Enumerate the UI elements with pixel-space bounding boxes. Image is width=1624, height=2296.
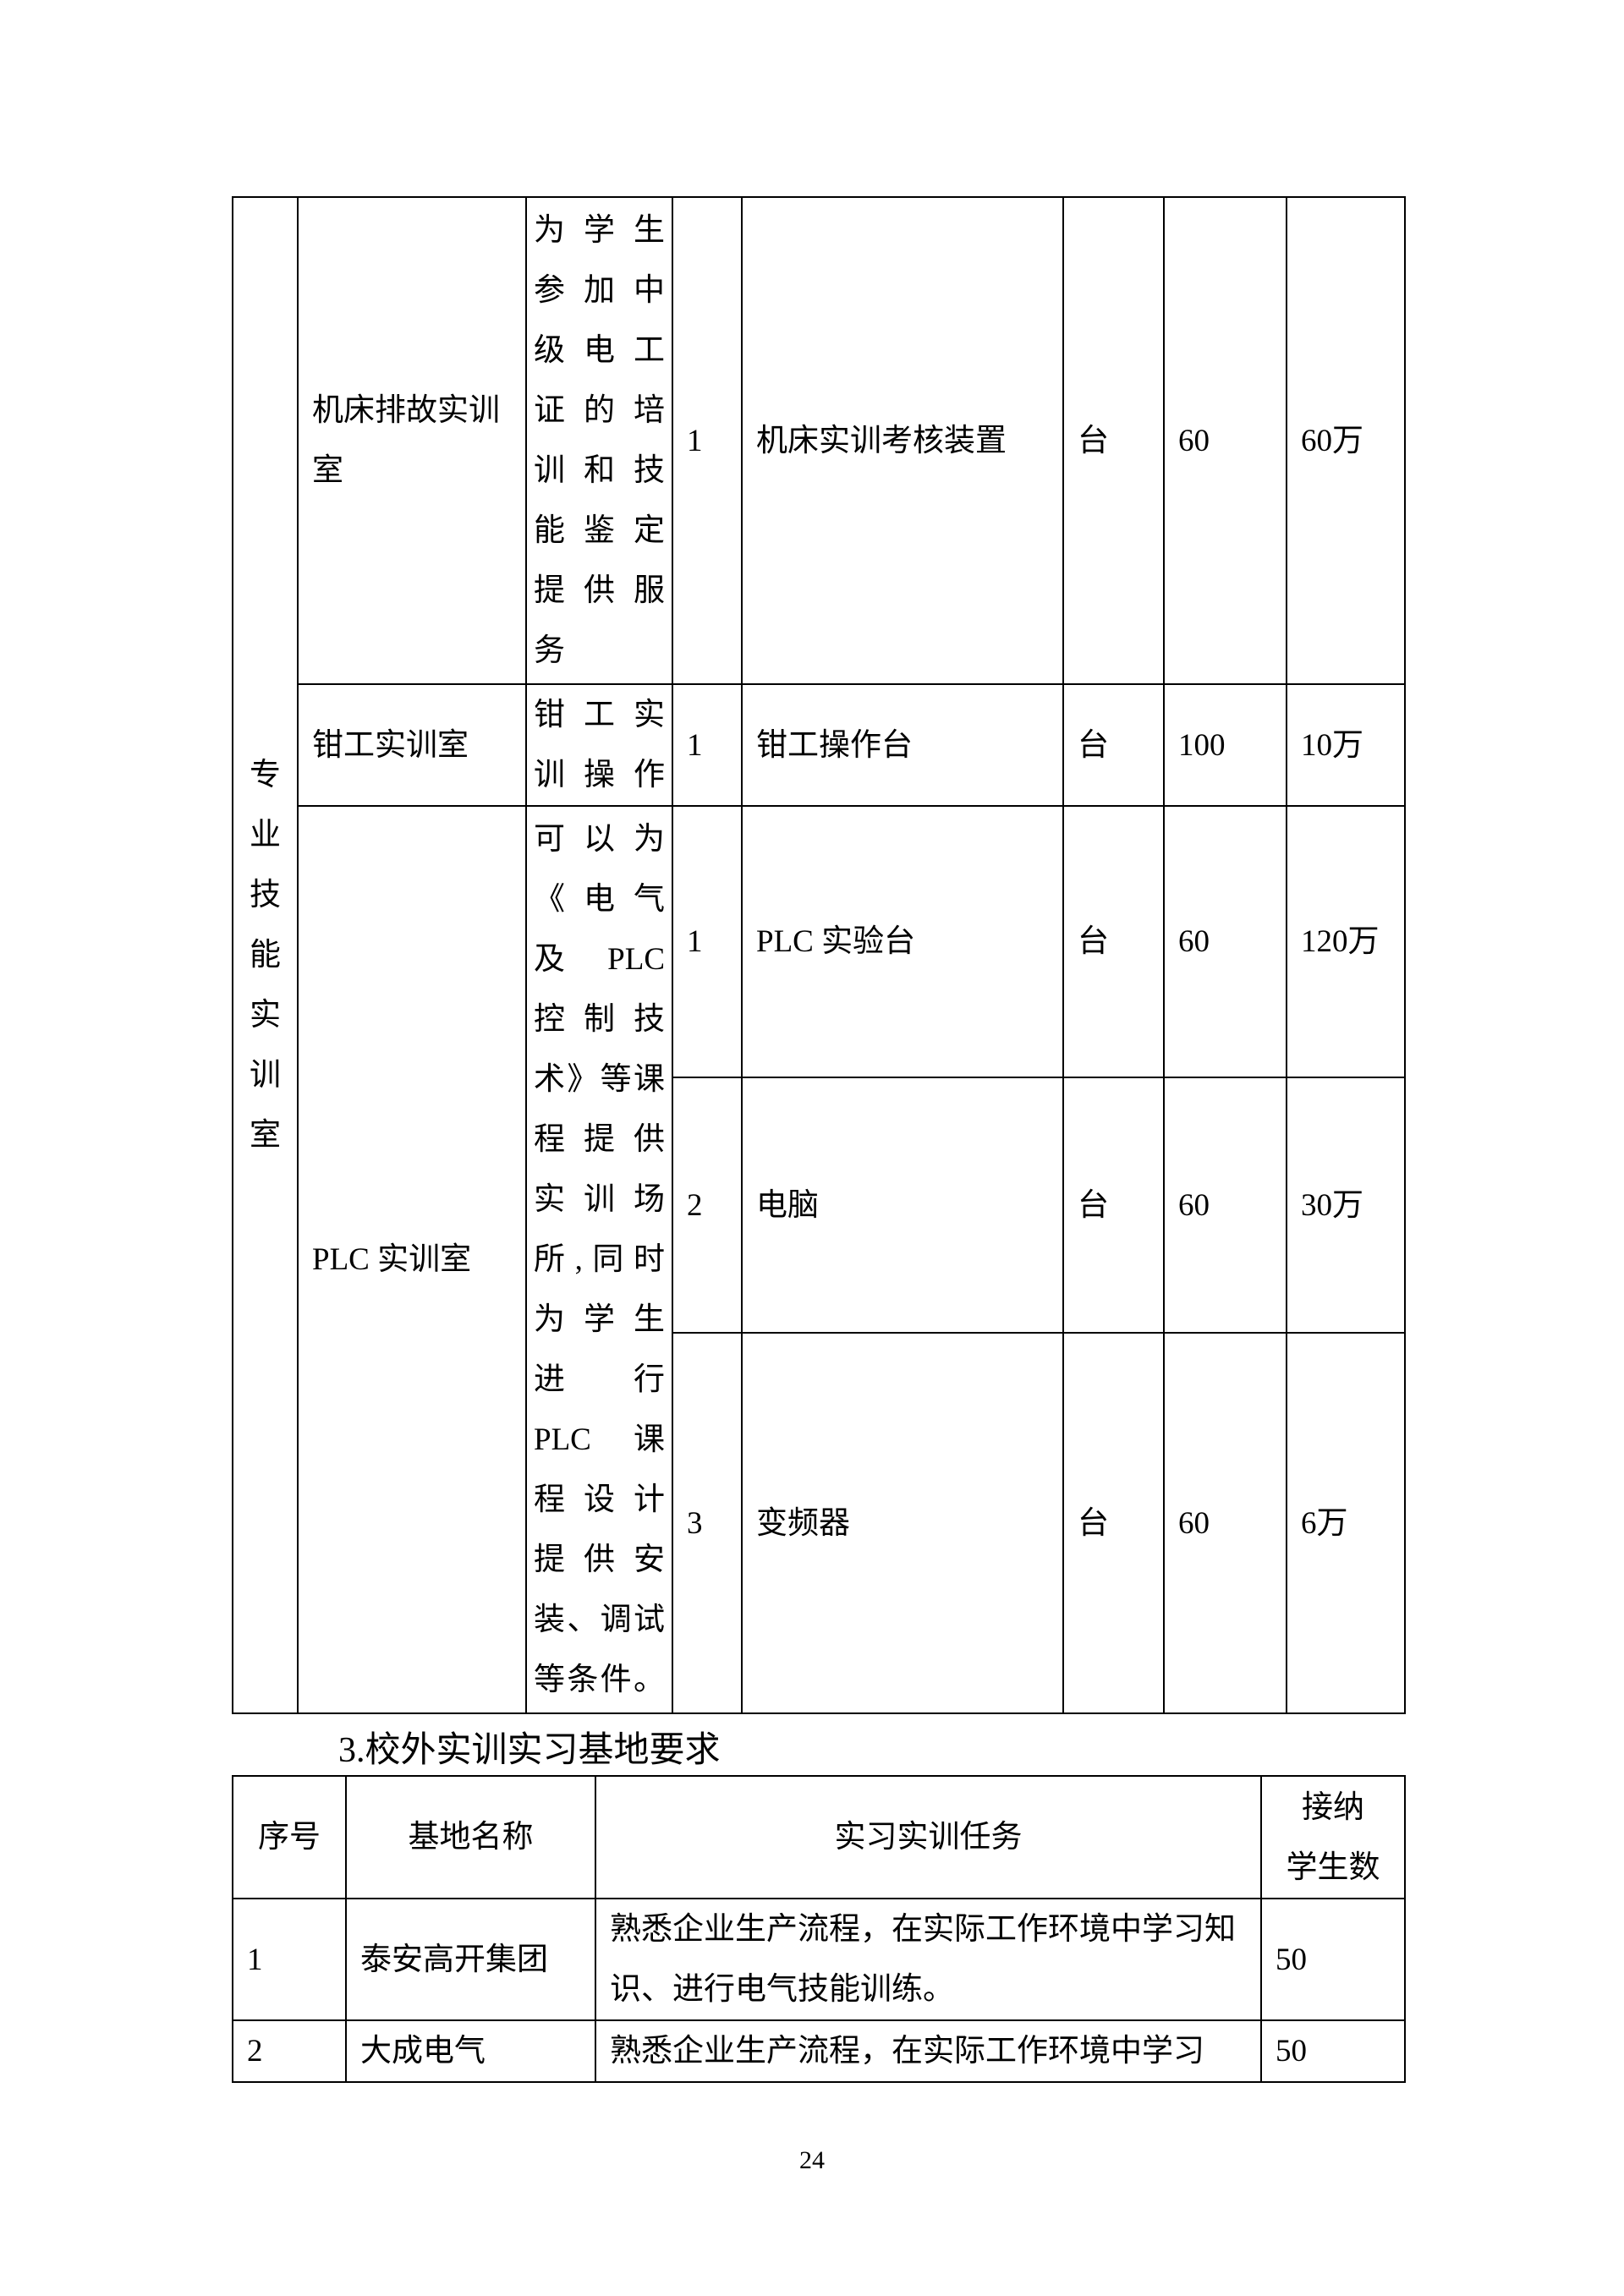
- item-number: 1: [672, 683, 743, 807]
- unit: 台: [1062, 1332, 1165, 1714]
- header-number: 序号: [232, 1775, 347, 1899]
- room-description: 钳工实 训操作: [525, 683, 673, 807]
- equipment-name: 钳工操作台: [741, 683, 1064, 807]
- table-row: 专业技能实训室 机床排故实训室 为学生 参加中 级电工 证的培 训和技 能鉴定 提供服务 1…: [232, 196, 1406, 1714]
- quantity: 100: [1163, 683, 1287, 807]
- equipment-name: 机床实训考核装置: [741, 196, 1064, 685]
- header-students: 接纳学生数: [1260, 1775, 1406, 1899]
- section-heading: 3.校外实训实习基地要求: [338, 1731, 721, 1770]
- table-row: 3 变频器 台 60 6万: [233, 1332, 1406, 1714]
- equipment-name: 电脑: [741, 1077, 1064, 1334]
- header-base-name: 基地名称: [345, 1775, 596, 1899]
- equipment-name: PLC 实验台: [741, 805, 1064, 1078]
- table-row: 1 泰安高开集团 熟悉企业生产流程，在实际工作环境中学习知识、进行电气技能训练。…: [232, 1898, 1406, 2021]
- cost: 10万: [1286, 683, 1406, 807]
- item-number: 2: [672, 1077, 743, 1334]
- quantity: 60: [1163, 1077, 1287, 1334]
- base-name: 大成电气: [345, 2019, 596, 2083]
- cost: 60万: [1286, 196, 1406, 685]
- table-row: 2 电脑 台 60 30万: [233, 1077, 1406, 1334]
- unit: 台: [1062, 196, 1165, 685]
- task: 熟悉企业生产流程，在实际工作环境中学习知识、进行电气技能训练。: [595, 1898, 1262, 2021]
- header-students-label: 接纳学生数: [1286, 1789, 1380, 1885]
- base-name: 泰安高开集团: [345, 1898, 596, 2021]
- unit: 台: [1062, 805, 1165, 1078]
- cost: 30万: [1286, 1077, 1406, 1334]
- equipment-name: 变频器: [741, 1332, 1064, 1714]
- quantity: 60: [1163, 805, 1287, 1078]
- training-room-equipment-table: 专业技能实训室 机床排故实训室 为学生 参加中 级电工 证的培 训和技 能鉴定 提供服务 1…: [232, 196, 1406, 1714]
- cost: 120万: [1286, 805, 1406, 1078]
- header-task: 实习实训任务: [595, 1775, 1262, 1899]
- page-number: 24: [799, 2146, 825, 2174]
- task: 熟悉企业生产流程，在实际工作环境中学习: [595, 2019, 1262, 2083]
- item-number: 3: [672, 1332, 743, 1714]
- unit: 台: [1062, 1077, 1165, 1334]
- row-number: 1: [232, 1898, 347, 2021]
- item-number: 1: [672, 196, 743, 685]
- item-number: 1: [672, 805, 743, 1078]
- table-row: 钳工实训室 钳工实 训操作 1 钳工操作台 台 100 10万: [233, 683, 1406, 807]
- quantity: 60: [1163, 1332, 1287, 1714]
- student-count: 50: [1260, 2019, 1406, 2083]
- quantity: 60: [1163, 196, 1287, 685]
- table-row: 2 大成电气 熟悉企业生产流程，在实际工作环境中学习 50: [232, 2019, 1406, 2083]
- student-count: 50: [1260, 1898, 1406, 2021]
- unit: 台: [1062, 683, 1165, 807]
- cost: 6万: [1286, 1332, 1406, 1714]
- room-description: 为学生 参加中 级电工 证的培 训和技 能鉴定 提供服务: [525, 196, 673, 685]
- table-row: PLC 实训室 可以为 《电气及 PLC 控制技 术》等课 程提供 实训场 所,同时 为学生进…: [233, 805, 1406, 1714]
- table-header-row: 序号 基地名称 实习实训任务 接纳学生数: [232, 1775, 1406, 1899]
- row-number: 2: [232, 2019, 347, 2083]
- room-name: PLC 实训室: [297, 805, 527, 1714]
- room-name: 机床排故实训室: [297, 196, 527, 685]
- external-training-base-table: 序号 基地名称 实习实训任务 接纳学生数 1 泰安高开集团 熟悉企业生产流程，在…: [232, 1775, 1406, 2083]
- room-description: 可以为 《电气及 PLC 控制技 术》等课 程提供 实训场 所,同时 为学生进 行 PLC 课程…: [525, 805, 673, 1714]
- category-cell: 专业技能实训室: [232, 196, 299, 1714]
- room-name: 钳工实训室: [297, 683, 527, 807]
